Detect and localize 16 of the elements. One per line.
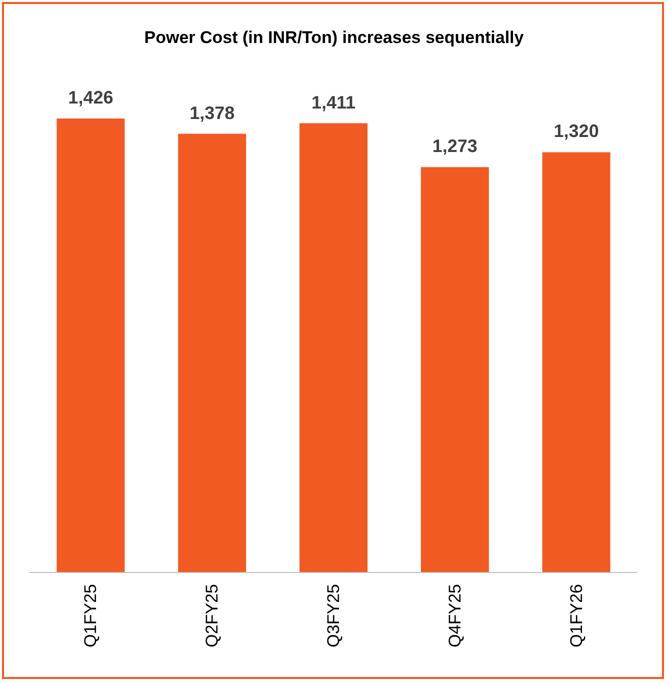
data-label: 1,411 — [311, 92, 356, 112]
chart-title: Power Cost (in INR/Ton) increases sequentially — [144, 28, 524, 47]
bar — [56, 118, 125, 572]
bar — [542, 152, 610, 572]
x-tick-label: Q4FY25 — [445, 584, 464, 648]
bar — [300, 123, 368, 572]
data-label: 1,426 — [68, 88, 114, 108]
data-label: 1,320 — [554, 121, 599, 142]
x-tick-label: Q1FY26 — [566, 584, 586, 648]
data-label: 1,273 — [432, 136, 478, 156]
bar — [420, 167, 489, 572]
bar — [178, 134, 246, 572]
x-tick-label: Q2FY25 — [202, 584, 222, 648]
x-tick-label: Q3FY25 — [324, 584, 343, 648]
x-tick-label: Q1FY25 — [81, 584, 100, 648]
data-label: 1,378 — [190, 102, 235, 123]
